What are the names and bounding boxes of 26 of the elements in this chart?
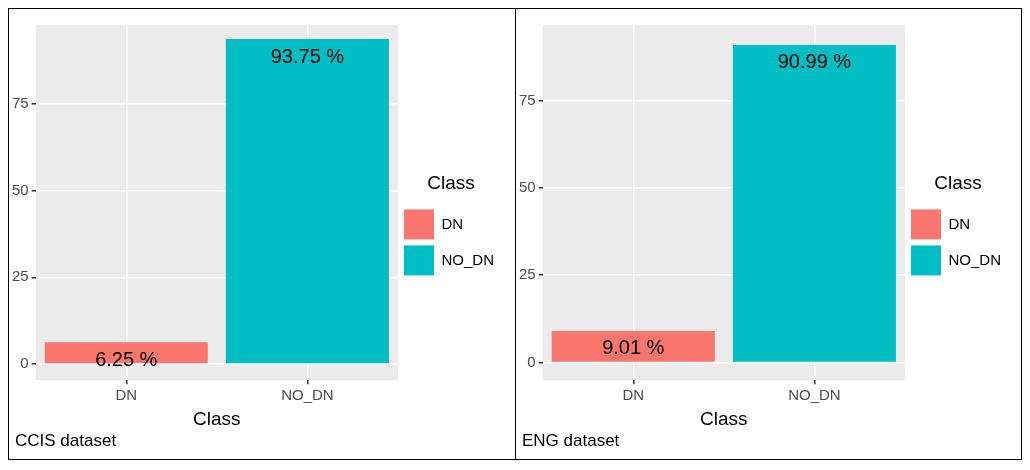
legend-label: NO_DN [948,250,1002,268]
y-tick-label: 0 [20,354,29,372]
data-label: 9.01 % [602,336,665,359]
x-tick-label: DN [622,386,645,404]
legend-label: NO_DN [441,250,495,268]
x-tick-label: NO_DN [788,386,841,404]
legend-title: Class [427,172,475,194]
x-axis-title: Class [700,407,748,429]
y-tick-label: 25 [12,267,29,285]
legend-label: DN [441,214,464,232]
y-tick-label: 0 [527,352,536,370]
x-axis-title: Class [193,407,241,429]
legend-label: DN [948,214,971,232]
y-tick-label: 75 [12,94,29,112]
y-tick-label: 50 [519,178,536,196]
text: CCIS dataset [15,431,118,451]
y-tick-label: 50 [12,180,29,198]
x-tick-label: DN [115,386,138,404]
x-tick-label: NO_DN [281,386,334,404]
data-label: 93.75 % [270,44,345,67]
legend-title: Class [934,172,982,194]
y-tick-label: 75 [519,90,536,108]
data-label: 90.99 % [777,50,852,73]
data-label: 6.25 % [95,347,158,370]
text: ENG dataset [522,431,621,451]
y-tick-label: 25 [519,265,536,283]
